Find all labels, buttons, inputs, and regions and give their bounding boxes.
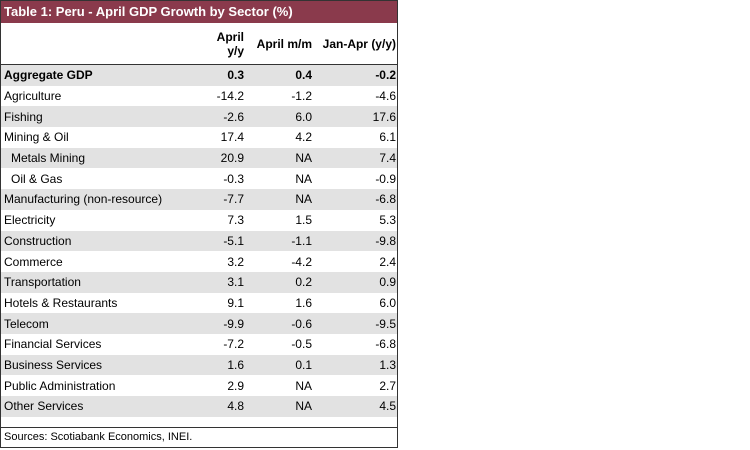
cell-value: -0.6 xyxy=(291,316,312,331)
cell-value: -0.5 xyxy=(291,337,312,352)
column-header: April y/y xyxy=(197,23,245,65)
row-label: Fishing xyxy=(4,109,43,124)
cell-value: -7.7 xyxy=(223,192,244,207)
cell-value: -4.2 xyxy=(291,254,312,269)
row-label: Aggregate GDP xyxy=(4,68,93,83)
table: April y/y April m/m Jan-Apr (y/y) Aggregat… xyxy=(1,23,397,417)
row-label: Public Administration xyxy=(4,378,116,393)
cell-value: 0.3 xyxy=(227,68,244,83)
cell-value: -6.8 xyxy=(375,337,396,352)
cell-value: 6.1 xyxy=(379,130,396,145)
table-row: Commerce 3.2 -4.2 2.4 xyxy=(1,251,397,272)
table-row: Hotels & Restaurants 9.1 1.6 6.0 xyxy=(1,293,397,314)
table-row: Public Administration 2.9 NA 2.7 xyxy=(1,375,397,396)
column-header xyxy=(1,23,197,65)
row-label: Other Services xyxy=(4,399,84,414)
table-row: Electricity 7.3 1.5 5.3 xyxy=(1,210,397,231)
row-label: Manufacturing (non-resource) xyxy=(4,192,163,207)
table-row: Other Services 4.8 NA 4.5 xyxy=(1,396,397,417)
cell-value: NA xyxy=(295,378,312,393)
row-label: Electricity xyxy=(4,213,56,228)
cell-value: 0.9 xyxy=(379,275,396,290)
table-panel: Table 1: Peru - April GDP Growth by Sect… xyxy=(0,0,398,448)
table-row: Aggregate GDP 0.3 0.4 -0.2 xyxy=(1,64,397,86)
cell-value: -5.1 xyxy=(223,233,244,248)
cell-value: -9.9 xyxy=(223,316,244,331)
cell-value: -2.6 xyxy=(223,109,244,124)
cell-value: 0.2 xyxy=(295,275,312,290)
row-label: Financial Services xyxy=(4,337,102,352)
cell-value: 4.5 xyxy=(379,399,396,414)
table-row: Financial Services -7.2 -0.5 -6.8 xyxy=(1,334,397,355)
table-row: Agriculture -14.2 -1.2 -4.6 xyxy=(1,86,397,107)
cell-value: -7.2 xyxy=(223,337,244,352)
cell-value: 5.3 xyxy=(379,213,396,228)
cell-value: -9.8 xyxy=(375,233,396,248)
cell-value: -0.3 xyxy=(223,171,244,186)
column-header: April m/m xyxy=(245,23,313,65)
cell-value: NA xyxy=(295,192,312,207)
cell-value: 6.0 xyxy=(379,295,396,310)
cell-value: 1.5 xyxy=(295,213,312,228)
row-label: Construction xyxy=(4,233,72,248)
row-label: Transportation xyxy=(4,275,81,290)
cell-value: 1.6 xyxy=(295,295,312,310)
cell-value: 0.1 xyxy=(295,357,312,372)
cell-value: 4.2 xyxy=(295,130,312,145)
row-label: Mining & Oil xyxy=(4,130,69,145)
table-row: Telecom -9.9 -0.6 -9.5 xyxy=(1,313,397,334)
table-row: Transportation 3.1 0.2 0.9 xyxy=(1,271,397,293)
table-title: Table 1: Peru - April GDP Growth by Sect… xyxy=(1,1,397,23)
row-label: Business Services xyxy=(4,357,103,372)
cell-value: -9.5 xyxy=(375,316,396,331)
cell-value: 1.3 xyxy=(379,357,396,372)
column-header: Jan-Apr (y/y) xyxy=(313,23,397,65)
cell-value: -14.2 xyxy=(216,89,244,104)
row-label: Hotels & Restaurants xyxy=(4,295,118,310)
source-note: Sources: Scotiabank Economics, INEI. xyxy=(1,427,397,447)
row-label: Agriculture xyxy=(4,89,62,104)
cell-value: NA xyxy=(295,151,312,166)
cell-value: NA xyxy=(295,171,312,186)
cell-value: 20.9 xyxy=(220,151,244,166)
cell-value: -1.1 xyxy=(291,233,312,248)
table-row: Mining & Oil 17.4 4.2 6.1 xyxy=(1,127,397,148)
cell-value: 1.6 xyxy=(227,357,244,372)
cell-value: 4.8 xyxy=(227,399,244,414)
row-label: Metals Mining xyxy=(11,151,86,166)
cell-value: NA xyxy=(295,399,312,414)
cell-value: 3.1 xyxy=(227,275,244,290)
table-row: Business Services 1.6 0.1 1.3 xyxy=(1,354,397,376)
cell-value: -1.2 xyxy=(291,89,312,104)
row-label: Oil & Gas xyxy=(11,171,63,186)
row-label: Telecom xyxy=(4,316,49,331)
row-label: Commerce xyxy=(4,254,63,269)
cell-value: -6.8 xyxy=(375,192,396,207)
cell-value: 2.9 xyxy=(227,378,244,393)
table-row: Manufacturing (non-resource) -7.7 NA -6.8 xyxy=(1,189,397,210)
table-row: Metals Mining 20.9 NA 7.4 xyxy=(1,147,397,169)
cell-value: 2.7 xyxy=(379,378,396,393)
cell-value: 7.3 xyxy=(227,213,244,228)
cell-value: -0.9 xyxy=(375,171,396,186)
table-row: Fishing -2.6 6.0 17.6 xyxy=(1,106,397,128)
cell-value: 17.6 xyxy=(372,109,396,124)
cell-value: 17.4 xyxy=(220,130,244,145)
cell-value: 0.4 xyxy=(295,68,312,83)
cell-value: 2.4 xyxy=(379,254,396,269)
cell-value: 7.4 xyxy=(379,151,396,166)
cell-value: -0.2 xyxy=(375,68,396,83)
header-row: April y/y April m/m Jan-Apr (y/y) xyxy=(1,23,397,65)
cell-value: 6.0 xyxy=(295,109,312,124)
cell-value: 9.1 xyxy=(227,295,244,310)
table-row: Construction -5.1 -1.1 -9.8 xyxy=(1,230,397,252)
table-row: Oil & Gas -0.3 NA -0.9 xyxy=(1,168,397,189)
cell-value: 3.2 xyxy=(227,254,244,269)
cell-value: -4.6 xyxy=(375,89,396,104)
